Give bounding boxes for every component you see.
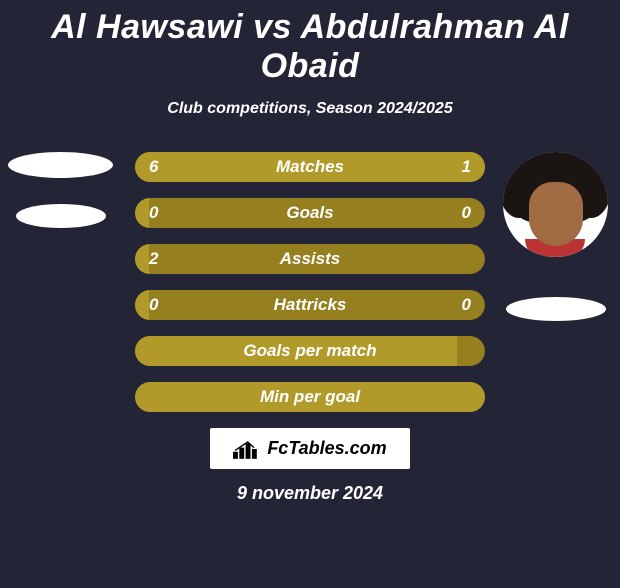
stat-row: 2Assists bbox=[135, 244, 485, 274]
stat-label: Goals bbox=[135, 198, 485, 228]
stat-row: Min per goal bbox=[135, 382, 485, 412]
fctables-logo: FcTables.com bbox=[210, 428, 410, 469]
stat-label: Goals per match bbox=[135, 336, 485, 366]
stat-label: Matches bbox=[135, 152, 485, 182]
date-label: 9 november 2024 bbox=[0, 483, 620, 504]
chart-icon bbox=[233, 438, 261, 460]
placeholder-oval-left-1 bbox=[8, 152, 113, 178]
stat-label: Hattricks bbox=[135, 290, 485, 320]
stat-row: Goals per match bbox=[135, 336, 485, 366]
stat-label: Min per goal bbox=[135, 382, 485, 412]
logo-text: FcTables.com bbox=[267, 438, 386, 459]
stat-bars: 61Matches 00Goals 2Assists 00Hattricks Goals… bbox=[135, 152, 485, 412]
comparison-content: 61Matches 00Goals 2Assists 00Hattricks Goals… bbox=[0, 152, 620, 412]
page-title: Al Hawsawi vs Abdulrahman Al Obaid bbox=[0, 8, 620, 86]
stat-row: 61Matches bbox=[135, 152, 485, 182]
placeholder-oval-left-2 bbox=[16, 204, 106, 228]
player-avatar-right bbox=[503, 152, 608, 257]
stat-row: 00Hattricks bbox=[135, 290, 485, 320]
stat-row: 00Goals bbox=[135, 198, 485, 228]
stat-label: Assists bbox=[135, 244, 485, 274]
placeholder-oval-right-1 bbox=[506, 297, 606, 321]
subtitle: Club competitions, Season 2024/2025 bbox=[0, 100, 620, 118]
